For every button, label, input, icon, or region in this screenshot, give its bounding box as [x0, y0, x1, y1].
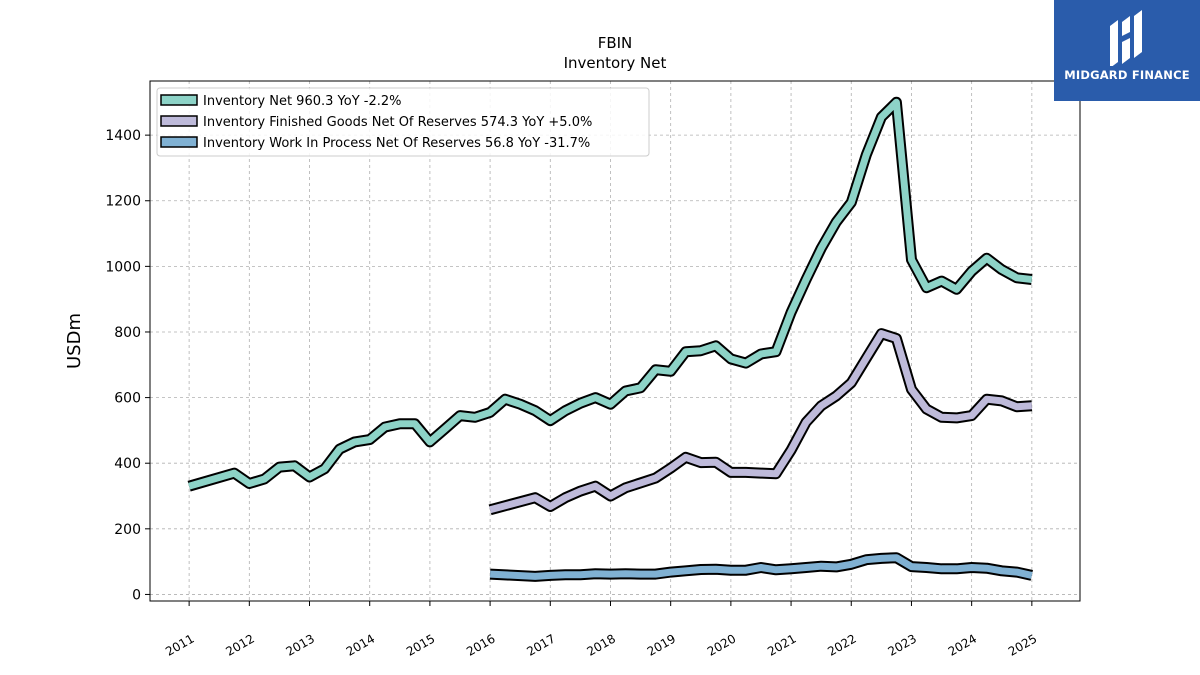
y-tick-label: 0: [132, 587, 141, 603]
y-tick-label: 200: [114, 522, 141, 538]
chart-title: FBIN: [598, 34, 633, 52]
y-tick-label: 800: [114, 325, 141, 341]
y-axis-ticks: 0 200 400 600 800 1000 1200 1400: [105, 128, 150, 603]
legend-entry: Inventory Finished Goods Net Of Reserves…: [203, 115, 592, 130]
x-tick-label: 2021: [765, 631, 798, 658]
legend-swatch: [160, 136, 198, 148]
x-tick-label: 2016: [464, 631, 497, 658]
x-tick-label: 2011: [163, 631, 196, 658]
y-tick-label: 600: [114, 391, 141, 407]
x-tick-label: 2022: [825, 631, 858, 658]
grid-lines: [150, 81, 1080, 601]
series-line: [188, 98, 1033, 490]
x-tick-label: 2023: [886, 631, 919, 658]
y-tick-label: 1000: [105, 259, 141, 275]
chart-subtitle: Inventory Net: [564, 54, 667, 72]
series-line: [489, 330, 1033, 514]
legend-entry: Inventory Net 960.3 YoY -2.2%: [203, 94, 402, 109]
x-tick-label: 2024: [946, 631, 979, 658]
logo-text: MIDGARD FINANCE: [1064, 68, 1190, 82]
y-axis-title: USDm: [64, 313, 85, 369]
x-tick-label: 2012: [223, 631, 256, 658]
x-tick-label: 2017: [524, 631, 557, 658]
plot-frame: [149, 80, 1081, 602]
x-tick-label: 2014: [344, 631, 377, 658]
x-tick-label: 2019: [645, 631, 678, 658]
x-tick-label: 2018: [585, 631, 618, 658]
logo-mark-icon: [1110, 10, 1142, 66]
legend: Inventory Net 960.3 YoY -2.2% Inventory F…: [156, 87, 650, 157]
midgard-finance-logo: MIDGARD FINANCE: [1054, 0, 1200, 101]
series-line: [489, 554, 1033, 580]
legend-box: [156, 87, 650, 157]
legend-entry: Inventory Work In Process Net Of Reserve…: [203, 136, 590, 151]
x-axis-ticks: 2011 2012 2013 2014 2015 2016 2017 2018 2019 2020…: [163, 601, 1039, 659]
y-tick-label: 1400: [105, 128, 141, 144]
x-tick-label: 2015: [404, 631, 437, 658]
legend-swatch: [160, 94, 198, 106]
x-tick-label: 2020: [705, 631, 738, 658]
series-layer: [187, 96, 1033, 582]
legend-swatch: [160, 115, 198, 127]
x-tick-label: 2025: [1006, 631, 1039, 658]
x-tick-label: 2013: [284, 631, 317, 658]
y-tick-label: 400: [114, 456, 141, 472]
y-tick-label: 1200: [105, 194, 141, 210]
